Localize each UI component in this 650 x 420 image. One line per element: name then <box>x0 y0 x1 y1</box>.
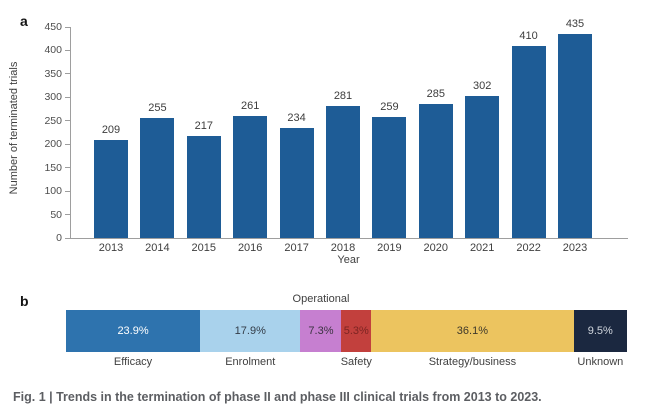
segment-label-strategy-business: Strategy/business <box>428 356 517 368</box>
bar-2015 <box>186 136 221 238</box>
bar-value-label: 209 <box>101 124 121 136</box>
segment-unknown: 9.5% <box>573 310 627 352</box>
x-axis-tick-label: 2015 <box>191 242 217 254</box>
y-axis-tick <box>65 190 70 192</box>
operational-annotation: Operational <box>292 293 350 305</box>
bar-value-label: 259 <box>380 100 399 113</box>
segment-operational: 7.3% <box>300 310 342 352</box>
y-axis-tick-label: 350 <box>44 67 62 80</box>
y-axis-tick-label: 200 <box>44 138 62 151</box>
bar-2016 <box>233 115 268 238</box>
segment-label-safety: Safety <box>340 356 372 368</box>
x-axis-tick-label: 2022 <box>516 242 541 254</box>
y-axis-tick-label: 100 <box>44 185 62 198</box>
segment-strategy-business: 36.1% <box>371 310 574 352</box>
panel-a-label: a <box>20 13 28 29</box>
y-axis-tick <box>65 26 70 28</box>
bar-2014 <box>140 118 175 238</box>
x-axis-tick-label: 2013 <box>98 242 124 254</box>
bar-2018 <box>326 106 360 238</box>
y-axis-tick-label: 0 <box>56 232 62 244</box>
bar-value-label: 261 <box>241 99 260 112</box>
bar-value-label: 281 <box>333 90 353 103</box>
segment-label-unknown: Unknown <box>577 356 624 368</box>
x-axis-tick-label: 2021 <box>469 242 495 254</box>
x-axis-tick-label: 2023 <box>562 242 588 254</box>
x-axis-tick-label: 2018 <box>330 242 356 254</box>
y-axis-tick-label: 50 <box>50 208 62 221</box>
x-axis-tick-label: 2014 <box>145 242 170 254</box>
y-axis-tick-label: 400 <box>44 44 62 57</box>
y-axis-tick-label: 250 <box>44 114 62 127</box>
bar-2019 <box>372 116 407 238</box>
y-axis-tick-label: 450 <box>44 21 62 33</box>
figure-caption: Fig. 1 | Trends in the termination of ph… <box>13 390 542 404</box>
segment-efficacy: 23.9% <box>66 310 201 352</box>
bar-value-label: 217 <box>194 120 213 133</box>
bar-value-label: 302 <box>473 80 492 93</box>
y-axis-tick <box>65 237 70 239</box>
bar-2021 <box>465 96 500 238</box>
y-axis-tick <box>65 49 70 51</box>
bar-value-label: 285 <box>426 88 445 101</box>
bar-value-label: 255 <box>148 102 167 115</box>
y-axis-tick <box>65 143 70 145</box>
y-axis-tick <box>65 214 70 216</box>
bar-2013 <box>94 140 128 238</box>
segment-label-efficacy: Efficacy <box>113 356 153 368</box>
x-axis-tick-label: 2020 <box>423 242 449 254</box>
x-axis-tick-label: 2017 <box>284 242 309 254</box>
panel-b-label: b <box>20 293 29 309</box>
bar-value-label: 234 <box>287 112 306 125</box>
y-axis-tick-label: 150 <box>44 161 62 174</box>
bar-chart-plot: 0 50 100 150 200 250 300 350 400 450 209 2013 255 201… <box>44 18 628 254</box>
x-axis-title: Year <box>337 254 360 266</box>
y-axis-tick-label: 300 <box>44 91 62 104</box>
y-axis-tick <box>65 73 70 75</box>
segment-safety: 5.3% <box>341 310 372 352</box>
bar-2017 <box>279 128 314 238</box>
bar-value-label: 410 <box>519 29 538 42</box>
y-axis-title: Number of terminated trials <box>8 61 20 195</box>
segment-label-enrolment: Enrolment <box>225 356 276 368</box>
bar-2022 <box>511 45 546 238</box>
x-axis-tick-label: 2016 <box>237 242 263 254</box>
y-axis-tick <box>65 120 70 122</box>
segment-enrolment: 17.9% <box>200 310 301 352</box>
y-axis-tick <box>65 167 70 169</box>
stacked-bar: 23.9% 17.9% 7.3% 5.3% 36.1% 9.5% <box>66 310 627 352</box>
bar-2020 <box>418 104 453 238</box>
y-axis-tick <box>65 96 70 98</box>
bar-value-label: 435 <box>565 18 585 31</box>
x-axis-tick-label: 2019 <box>377 242 402 254</box>
bar-2023 <box>558 34 592 238</box>
